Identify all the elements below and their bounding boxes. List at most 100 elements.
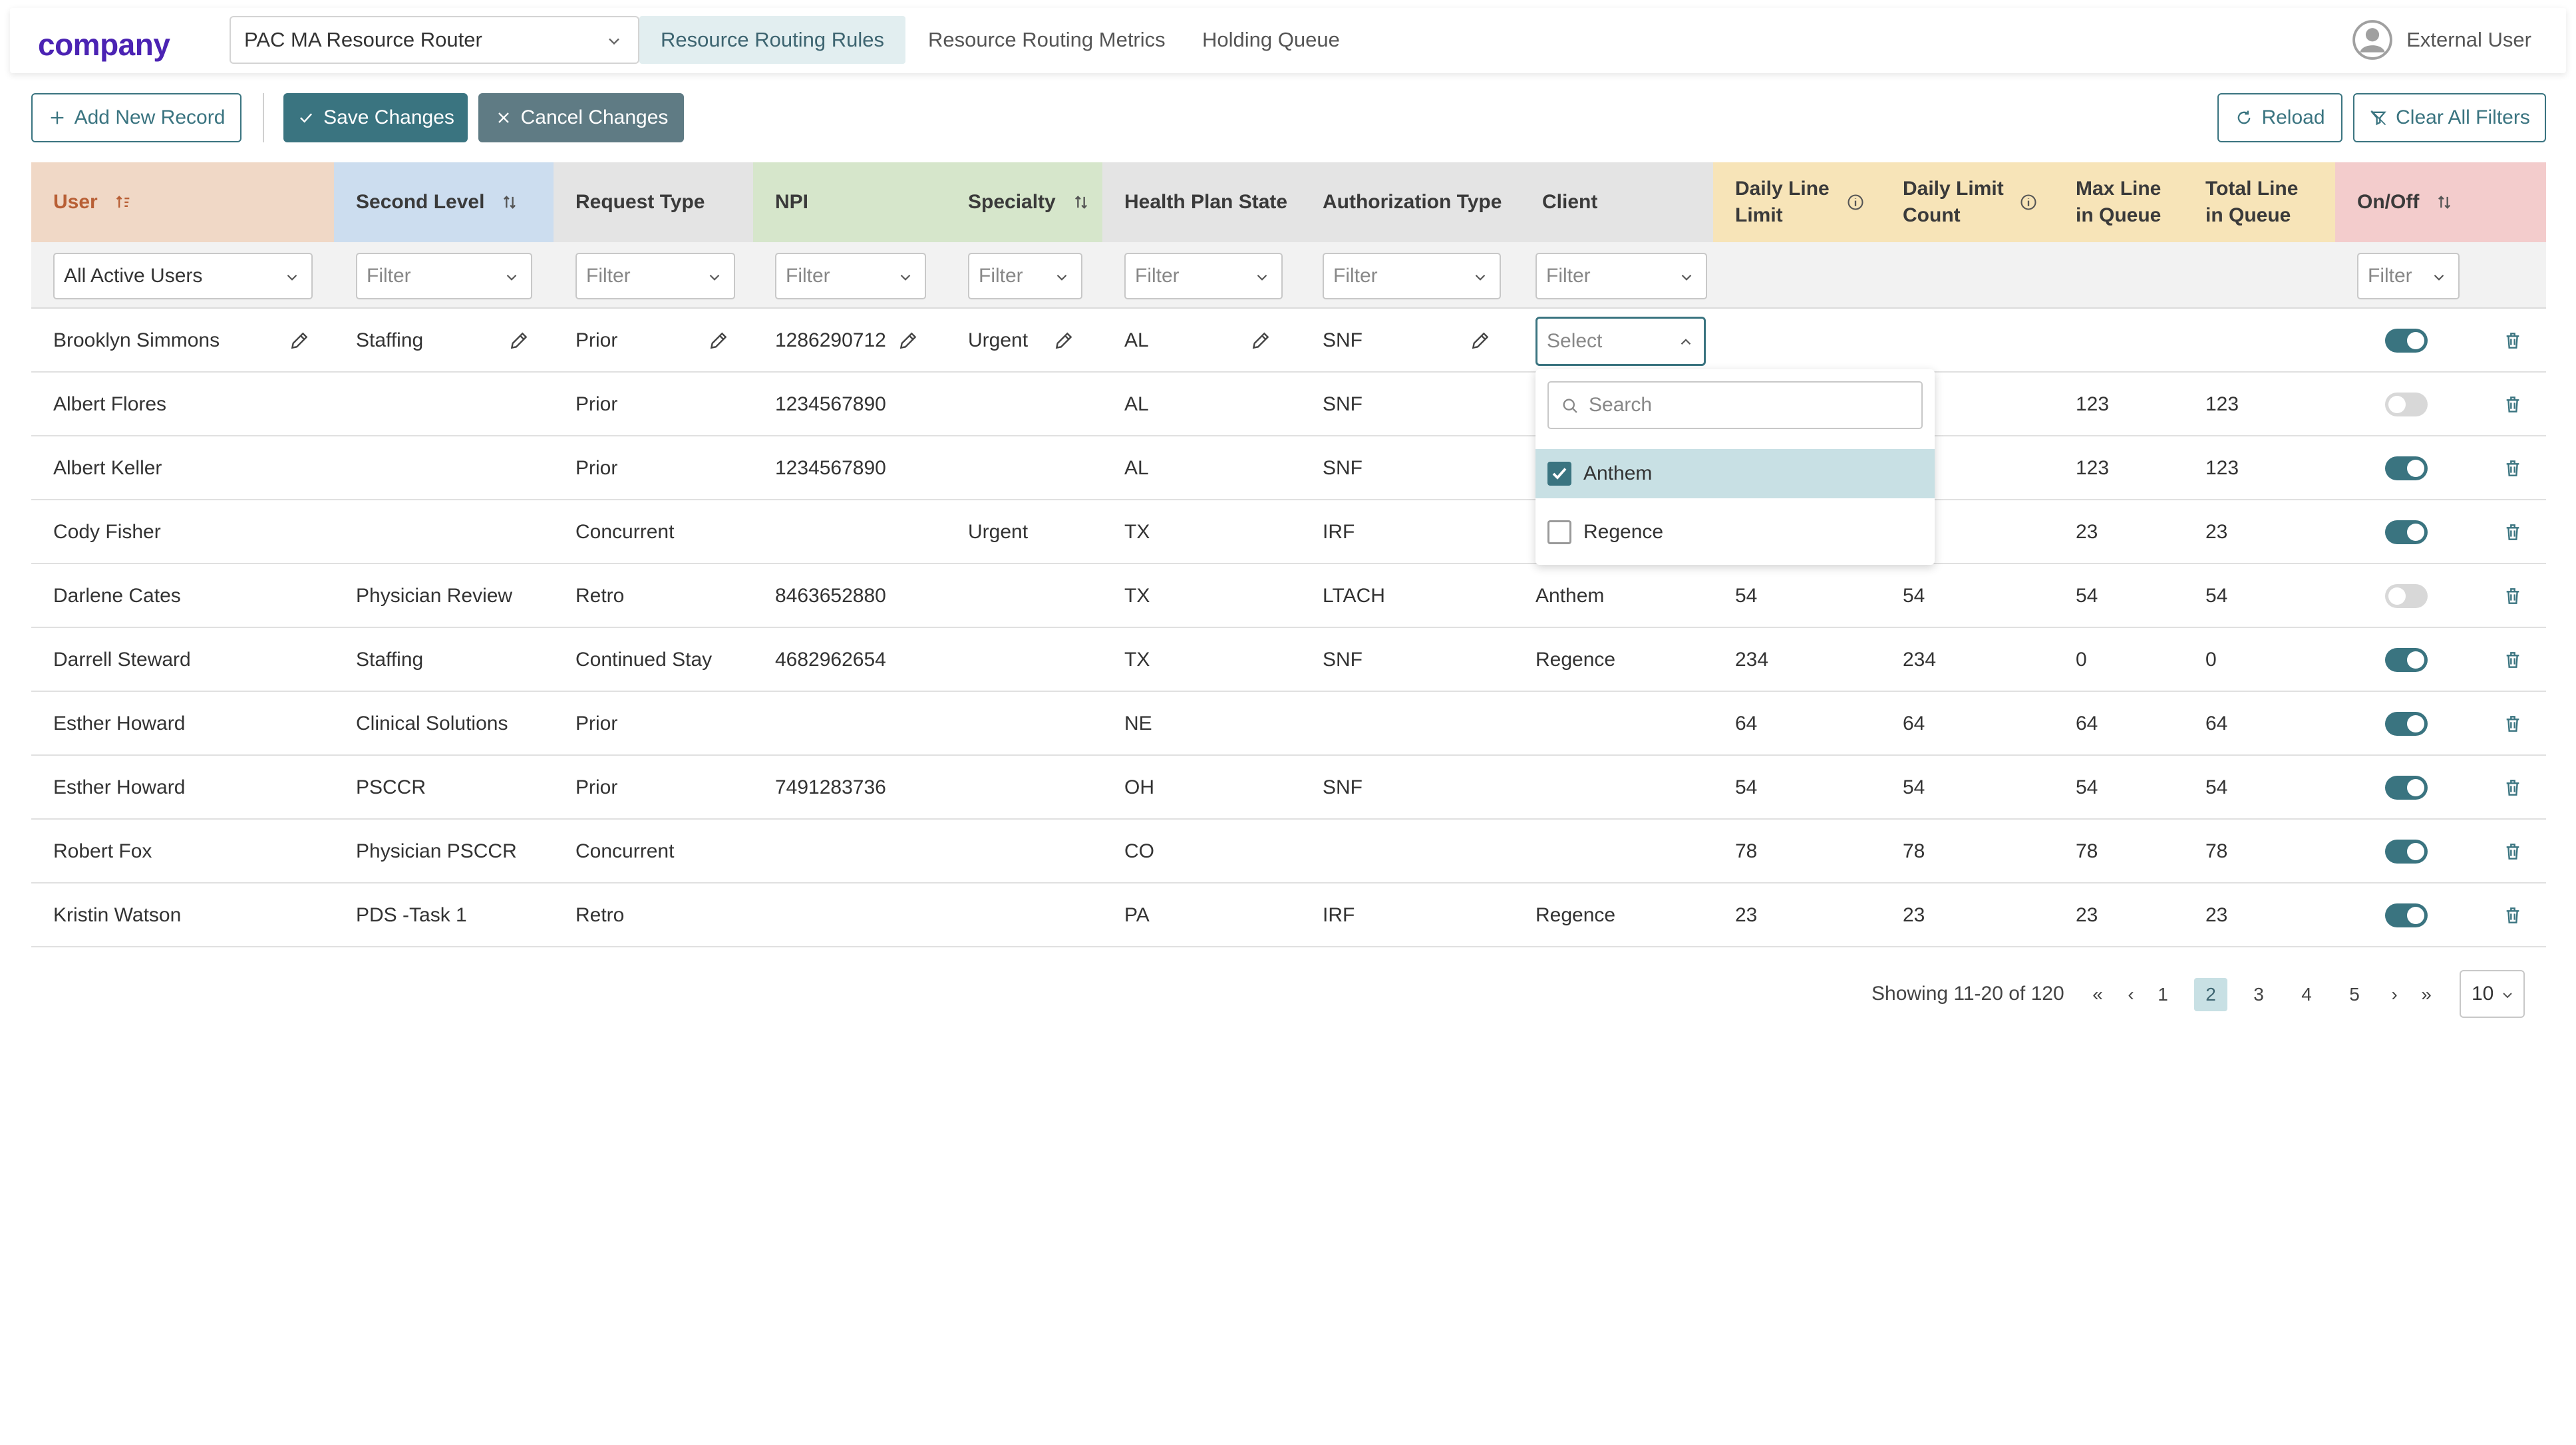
column-header-daily-line-limit[interactable]: Daily Line Limit — [1713, 162, 1881, 242]
previous-page-button[interactable]: ‹ — [2128, 984, 2134, 1005]
pencil-icon[interactable] — [1053, 330, 1074, 351]
column-header-npi[interactable]: NPI — [753, 162, 946, 242]
cell-total-line-in-queue: 64 — [2205, 713, 2228, 734]
cell-request-type: Prior — [575, 776, 618, 798]
trash-icon[interactable] — [2502, 394, 2523, 415]
on-off-filter[interactable]: Filter — [2357, 253, 2460, 299]
column-header-authorization-type[interactable]: Authorization Type — [1301, 162, 1520, 242]
check-icon — [1552, 468, 1567, 480]
on-off-toggle[interactable] — [2385, 840, 2428, 864]
tab-resource-routing-metrics[interactable]: Resource Routing Metrics — [928, 28, 1166, 51]
column-header-total-line-in-queue[interactable]: Total Line in Queue — [2183, 162, 2335, 242]
column-label-max-line-2: in Queue — [2076, 204, 2162, 226]
cell-client: Anthem — [1535, 585, 1605, 607]
cell-request-type: Concurrent — [575, 840, 675, 862]
on-off-toggle[interactable] — [2385, 584, 2428, 608]
cell-daily-line-limit: 54 — [1735, 776, 1758, 798]
on-off-toggle[interactable] — [2385, 520, 2428, 544]
checkbox-unchecked[interactable] — [1547, 520, 1571, 544]
on-off-toggle[interactable] — [2385, 329, 2428, 353]
trash-icon[interactable] — [2502, 841, 2523, 862]
second-level-filter[interactable]: Filter — [356, 253, 532, 299]
column-header-max-line-in-queue[interactable]: Max Line in Queue — [2054, 162, 2183, 242]
on-off-toggle[interactable] — [2385, 456, 2428, 480]
page-3-button[interactable]: 3 — [2253, 984, 2264, 1005]
info-icon[interactable] — [1846, 193, 1865, 212]
trash-icon[interactable] — [2502, 777, 2523, 798]
client-option-regence[interactable]: Regence — [1535, 508, 1935, 557]
trash-icon[interactable] — [2502, 522, 2523, 543]
tab-holding-queue[interactable]: Holding Queue — [1202, 28, 1340, 51]
last-page-button[interactable]: » — [2421, 984, 2432, 1005]
trash-icon[interactable] — [2502, 649, 2523, 671]
cell-authorization-type: LTACH — [1323, 585, 1385, 607]
checkbox-checked[interactable] — [1547, 462, 1571, 486]
health-plan-state-filter[interactable]: Filter — [1124, 253, 1283, 299]
specialty-filter[interactable]: Filter — [968, 253, 1082, 299]
page-4-button[interactable]: 4 — [2301, 984, 2312, 1005]
toggle-knob — [2407, 907, 2424, 924]
toggle-knob — [2407, 332, 2424, 349]
page-size-select[interactable]: 10 — [2460, 970, 2525, 1018]
cell-user: Darlene Cates — [53, 585, 181, 607]
pencil-icon[interactable] — [1470, 330, 1491, 351]
user-filter-select[interactable]: All Active Users — [53, 253, 313, 299]
next-page-button[interactable]: › — [2391, 984, 2398, 1005]
on-off-toggle[interactable] — [2385, 712, 2428, 736]
info-icon[interactable] — [2019, 193, 2038, 212]
trash-icon[interactable] — [2502, 713, 2523, 734]
page-5-button[interactable]: 5 — [2349, 984, 2360, 1005]
client-filter[interactable]: Filter — [1535, 253, 1707, 299]
pencil-icon[interactable] — [289, 330, 310, 351]
router-select[interactable]: PAC MA Resource Router — [230, 16, 639, 64]
sort-icon[interactable] — [1072, 193, 1090, 212]
column-label-total-line-1: Total Line — [2205, 178, 2299, 200]
tab-resource-routing-rules[interactable]: Resource Routing Rules — [639, 16, 906, 64]
company-logo[interactable]: company — [38, 27, 170, 62]
column-header-second-level[interactable]: Second Level — [334, 162, 554, 242]
column-header-daily-limit-count[interactable]: Daily Limit Count — [1881, 162, 2054, 242]
column-header-specialty[interactable]: Specialty — [946, 162, 1102, 242]
client-option-anthem[interactable]: Anthem — [1535, 449, 1935, 498]
cancel-changes-button[interactable]: Cancel Changes — [478, 93, 684, 142]
sort-asc-icon[interactable] — [114, 193, 132, 212]
first-page-button[interactable]: « — [2092, 984, 2103, 1005]
add-new-record-button[interactable]: Add New Record — [31, 93, 242, 142]
trash-icon[interactable] — [2502, 905, 2523, 926]
cell-authorization-type: SNF — [1323, 649, 1363, 671]
on-off-toggle[interactable] — [2385, 903, 2428, 927]
column-header-on-off[interactable]: On/Off — [2335, 162, 2546, 242]
page-2-button[interactable]: 2 — [2194, 978, 2227, 1011]
clear-all-filters-button[interactable]: Clear All Filters — [2353, 93, 2546, 142]
pencil-icon[interactable] — [508, 330, 530, 351]
sort-icon[interactable] — [500, 193, 519, 212]
pencil-icon[interactable] — [1250, 330, 1271, 351]
on-off-toggle[interactable] — [2385, 776, 2428, 800]
cell-authorization-type: SNF — [1323, 393, 1363, 415]
sort-icon[interactable] — [2435, 193, 2454, 212]
authorization-type-filter[interactable]: Filter — [1323, 253, 1501, 299]
on-off-toggle[interactable] — [2385, 648, 2428, 672]
request-type-filter[interactable]: Filter — [575, 253, 735, 299]
trash-icon[interactable] — [2502, 585, 2523, 607]
client-search-input[interactable]: Search — [1547, 381, 1923, 429]
page-1-button[interactable]: 1 — [2158, 984, 2168, 1005]
column-header-health-plan-state[interactable]: Health Plan State — [1102, 162, 1301, 242]
trash-icon[interactable] — [2502, 458, 2523, 479]
on-off-toggle[interactable] — [2385, 393, 2428, 416]
column-label-user: User — [53, 191, 98, 213]
pencil-icon[interactable] — [897, 330, 919, 351]
client-select[interactable]: Select — [1535, 317, 1706, 366]
save-changes-button[interactable]: Save Changes — [283, 93, 468, 142]
cell-request-type: Retro — [575, 904, 625, 926]
column-header-user[interactable]: User — [31, 162, 334, 242]
user-menu[interactable]: External User — [2352, 16, 2531, 64]
npi-filter[interactable]: Filter — [775, 253, 926, 299]
chevron-down-icon — [900, 274, 911, 281]
pencil-icon[interactable] — [708, 330, 729, 351]
column-header-request-type[interactable]: Request Type — [554, 162, 753, 242]
trash-icon[interactable] — [2502, 330, 2523, 351]
column-header-client[interactable]: Client — [1520, 162, 1713, 242]
chevron-down-icon — [1257, 274, 1267, 281]
reload-button[interactable]: Reload — [2217, 93, 2342, 142]
